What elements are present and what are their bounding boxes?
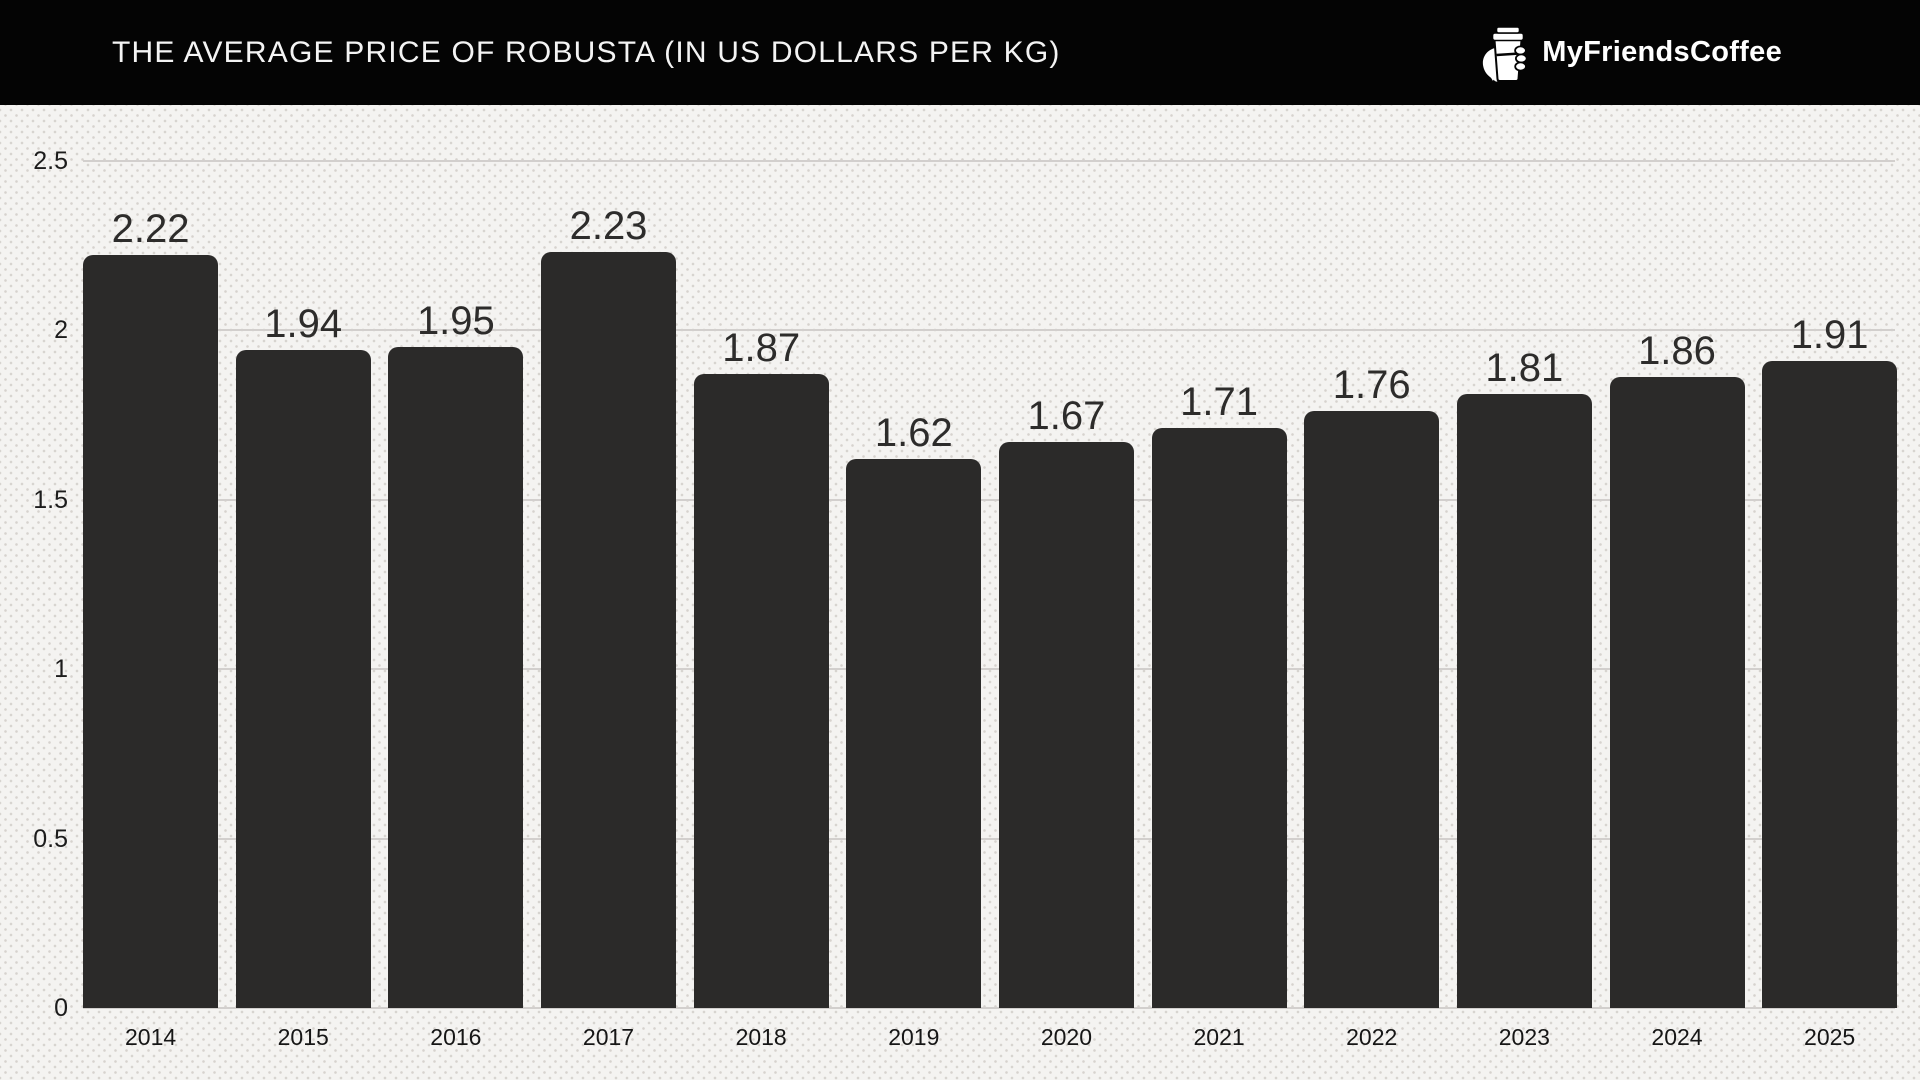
bar-value-label: 1.86 bbox=[1638, 329, 1716, 374]
bar-value-label: 1.95 bbox=[416, 298, 495, 343]
bar-2015 bbox=[235, 350, 371, 1008]
bar-2022 bbox=[1304, 411, 1440, 1008]
bar-2016 bbox=[388, 346, 524, 1008]
brand-logo: MyFriendsCoffee bbox=[1478, 24, 1782, 82]
bar-2014 bbox=[83, 255, 219, 1008]
x-axis-tick-label: 2014 bbox=[125, 1024, 177, 1050]
gridline-0.5 bbox=[83, 837, 1895, 840]
bar-value-label: 2.22 bbox=[111, 207, 190, 252]
bar-value-label: 1.81 bbox=[1485, 346, 1564, 391]
x-axis-tick-label: 2018 bbox=[735, 1024, 787, 1050]
gridline-0 bbox=[83, 1007, 1895, 1009]
gridline-2.5 bbox=[83, 159, 1895, 162]
gridline-1.5 bbox=[83, 498, 1895, 501]
y-axis-tick-label: 1 bbox=[54, 655, 68, 683]
bar-value-label: 1.67 bbox=[1027, 393, 1106, 438]
y-axis-tick-label: 2 bbox=[54, 316, 68, 344]
bar-value-label: 2.23 bbox=[569, 204, 648, 249]
x-axis-tick-label: 2017 bbox=[582, 1024, 635, 1050]
bar-value-label: 1.94 bbox=[264, 302, 343, 347]
y-axis-tick-label: 1.5 bbox=[33, 485, 68, 514]
gridline-1 bbox=[83, 668, 1895, 670]
brand-name: MyFriendsCoffee bbox=[1542, 36, 1782, 68]
bar-2023 bbox=[1456, 394, 1592, 1008]
x-axis-tick-label: 2019 bbox=[888, 1024, 940, 1050]
x-axis-tick-label: 2023 bbox=[1498, 1024, 1550, 1050]
x-axis-tick-label: 2022 bbox=[1346, 1024, 1398, 1050]
gridline-2 bbox=[83, 329, 1895, 331]
x-axis-tick-label: 2015 bbox=[277, 1024, 329, 1050]
header-bar: THE AVERAGE PRICE OF ROBUSTA (IN US DOLL… bbox=[0, 0, 1920, 105]
bar-value-label: 1.71 bbox=[1180, 380, 1258, 425]
bar-2017 bbox=[541, 252, 677, 1008]
bar-value-label: 1.87 bbox=[722, 326, 801, 371]
y-axis-tick-label: 0 bbox=[54, 994, 68, 1022]
x-axis-tick-label: 2021 bbox=[1193, 1024, 1245, 1050]
bar-2020 bbox=[998, 441, 1134, 1008]
y-axis-tick-label: 0.5 bbox=[33, 824, 68, 853]
bar-value-label: 1.62 bbox=[874, 410, 953, 455]
x-axis-tick-label: 2024 bbox=[1651, 1024, 1703, 1050]
bar-value-label: 1.91 bbox=[1790, 312, 1869, 357]
bar-2024 bbox=[1609, 377, 1745, 1008]
x-axis-tick-label: 2016 bbox=[430, 1024, 482, 1050]
x-axis-tick-label: 2020 bbox=[1040, 1024, 1093, 1050]
bar-2021 bbox=[1151, 428, 1287, 1008]
bar-2019 bbox=[846, 458, 982, 1008]
bar-2018 bbox=[693, 374, 829, 1008]
x-axis-tick-label: 2025 bbox=[1804, 1024, 1856, 1050]
bar-2025 bbox=[1762, 360, 1898, 1008]
bar-value-label: 1.76 bbox=[1332, 363, 1411, 408]
y-axis-tick-label: 2.5 bbox=[33, 146, 68, 175]
chart-title: THE AVERAGE PRICE OF ROBUSTA (IN US DOLL… bbox=[112, 35, 1061, 69]
coffee-cup-in-hand-icon bbox=[1478, 24, 1532, 82]
